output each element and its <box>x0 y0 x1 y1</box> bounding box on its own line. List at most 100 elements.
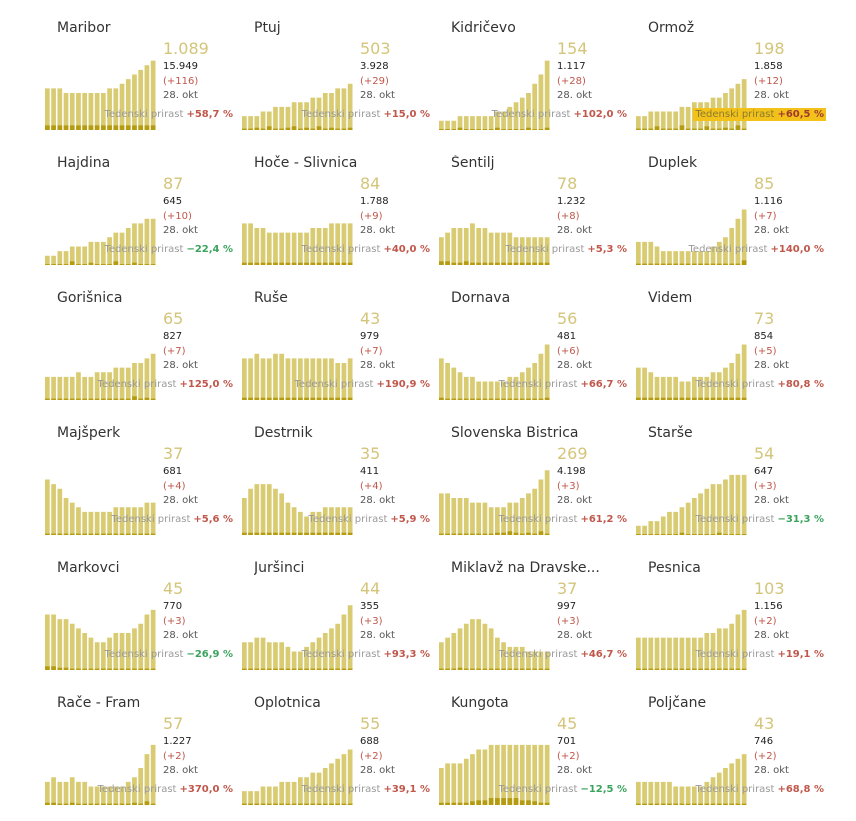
active-cases-bar <box>648 111 654 130</box>
new-cases-bar <box>544 397 550 400</box>
new-cases-bar <box>45 533 50 535</box>
new-cases-bar <box>685 397 691 400</box>
active-cases-bar <box>291 507 297 535</box>
new-cases-bar <box>322 803 328 805</box>
new-cases-bar <box>260 262 266 265</box>
municipality-card[interactable]: Starše 54 647 (+3) 28. okt Tedenski prirast −3… <box>636 425 826 550</box>
municipality-card[interactable]: Pesnica 103 1.156 (+2) 28. okt Tedenski prira… <box>636 560 826 685</box>
municipality-card[interactable]: Majšperk 37 681 (+4) 28. okt Tedenski prirast… <box>45 425 235 550</box>
new-cases-bar <box>716 263 722 265</box>
municipality-card[interactable]: Kungota 45 701 (+2) 28. okt Tedenski prirast −… <box>439 695 629 820</box>
new-cases-bar <box>76 398 81 400</box>
municipality-card[interactable]: Rače - Fram 57 1.227 (+2) 28. okt Tedenski pr… <box>45 695 235 820</box>
active-cases-bar <box>710 777 716 805</box>
active-cases-bar <box>544 344 550 400</box>
active-cases-bar <box>660 781 666 805</box>
new-cases-value: (+6) <box>557 346 580 357</box>
new-cases-bar <box>519 129 525 130</box>
new-cases-bar <box>69 398 75 400</box>
new-cases-bar <box>495 398 500 400</box>
active-cases-bar <box>673 511 679 535</box>
weekly-growth-value: −31,3 % <box>777 514 824 525</box>
new-cases-bar <box>710 803 716 805</box>
municipality-card[interactable]: Hoče - Slivnica 84 1.788 (+9) 28. okt Tedensk… <box>242 155 432 280</box>
municipality-card[interactable]: Maribor 1.089 15.949 (+116) 28. okt Tedenski … <box>45 20 235 145</box>
new-cases-value: (+7) <box>163 346 186 357</box>
municipality-card[interactable]: Hajdina 87 645 (+10) 28. okt Tedenski prirast… <box>45 155 235 280</box>
active-cases-bar <box>648 372 654 400</box>
active-cases-bar <box>513 744 519 805</box>
sparkline-chart <box>439 619 550 670</box>
municipality-card[interactable]: Markovci 45 770 (+3) 28. okt Tedenski prirast… <box>45 560 235 685</box>
municipality-name: Kidričevo <box>451 20 516 36</box>
new-cases-bar <box>723 263 728 265</box>
active-cases-bar <box>519 744 525 805</box>
total-cases-value: 645 <box>163 196 183 207</box>
active-cases-bar <box>735 218 741 265</box>
municipality-card[interactable]: Gorišnica 65 827 (+7) 28. okt Tedenski priras… <box>45 290 235 415</box>
active-cases-bar <box>636 637 641 670</box>
weekly-growth-value: −22,4 % <box>186 244 233 255</box>
weekly-growth-value: +370,0 % <box>179 784 233 795</box>
municipality-card[interactable]: Šentilj 78 1.232 (+8) 28. okt Tedenski priras… <box>439 155 629 280</box>
active-cases-bar <box>125 633 131 670</box>
new-cases-bar <box>273 803 278 805</box>
municipality-card[interactable]: Oplotnica 55 688 (+2) 28. okt Tedenski priras… <box>242 695 432 820</box>
new-cases-bar <box>457 262 463 265</box>
active-cases-bar <box>335 758 341 805</box>
new-cases-bar <box>710 668 716 670</box>
new-cases-bar <box>501 532 506 535</box>
active-cases-bar <box>544 60 550 130</box>
new-cases-bar <box>538 802 544 805</box>
active-cases-bar <box>254 353 260 400</box>
municipality-card[interactable]: Ruše 43 979 (+7) 28. okt Tedenski prirast +190… <box>242 290 432 415</box>
new-cases-bar <box>138 398 144 400</box>
active-cases-value: 56 <box>557 309 578 328</box>
new-cases-bar <box>88 398 94 400</box>
active-cases-bar <box>248 488 253 535</box>
municipality-card[interactable]: Slovenska Bistrica 269 4.198 (+3) 28. okt Ted… <box>439 425 629 550</box>
new-cases-bar <box>266 126 272 130</box>
active-cases-bar <box>482 116 488 130</box>
new-cases-bar <box>470 262 475 265</box>
municipality-card[interactable]: Ptuj 503 3.928 (+29) 28. okt Tedenski prirast… <box>242 20 432 145</box>
municipality-card[interactable]: Dornava 56 481 (+6) 28. okt Tedenski prirast +… <box>439 290 629 415</box>
active-cases-bar <box>298 651 303 670</box>
active-cases-bar <box>316 358 322 400</box>
weekly-growth-value: +39,1 % <box>383 784 430 795</box>
municipality-card[interactable]: Ormož 198 1.858 (+12) 28. okt Tedenski priras… <box>636 20 826 145</box>
new-cases-bar <box>291 262 297 265</box>
municipality-card[interactable]: Duplek 85 1.116 (+7) 28. okt Tedenski prirast… <box>636 155 826 280</box>
new-cases-bar <box>457 127 463 130</box>
new-cases-bar <box>113 398 119 400</box>
active-cases-bar <box>101 372 106 400</box>
new-cases-bar <box>63 398 69 400</box>
new-cases-bar <box>57 533 63 535</box>
new-cases-bar <box>285 532 291 535</box>
new-cases-bar <box>470 398 475 400</box>
active-cases-bar <box>463 623 469 670</box>
new-cases-bar <box>488 798 494 805</box>
sparkline-chart <box>636 209 747 265</box>
municipality-card[interactable]: Kidričevo 154 1.117 (+28) 28. okt Tedenski pr… <box>439 20 629 145</box>
active-cases-bar <box>273 106 278 130</box>
active-cases-bar <box>45 376 50 400</box>
new-cases-value: (+2) <box>754 751 777 762</box>
municipality-card[interactable]: Videm 73 854 (+5) 28. okt Tedenski prirast +80… <box>636 290 826 415</box>
new-cases-bar <box>704 803 710 805</box>
new-cases-bar <box>329 397 334 400</box>
new-cases-bar <box>679 263 685 265</box>
new-cases-value: (+3) <box>557 481 580 492</box>
date-label: 28. okt <box>163 225 198 236</box>
new-cases-bar <box>69 533 75 535</box>
municipality-card[interactable]: Miklavž na Dravske... 37 997 (+3) 28. okt Ted… <box>439 560 629 685</box>
active-cases-bar <box>248 642 253 670</box>
municipality-card[interactable]: Juršinci 44 355 (+3) 28. okt Tedenski prirast… <box>242 560 432 685</box>
active-cases-bar <box>476 228 482 265</box>
active-cases-bar <box>94 372 100 400</box>
total-cases-value: 997 <box>557 601 577 612</box>
new-cases-bar <box>501 262 506 265</box>
active-cases-bar <box>242 116 247 130</box>
municipality-card[interactable]: Destrnik 35 411 (+4) 28. okt Tedenski prirast… <box>242 425 432 550</box>
municipality-card[interactable]: Poljčane 43 746 (+2) 28. okt Tedenski prirast… <box>636 695 826 820</box>
